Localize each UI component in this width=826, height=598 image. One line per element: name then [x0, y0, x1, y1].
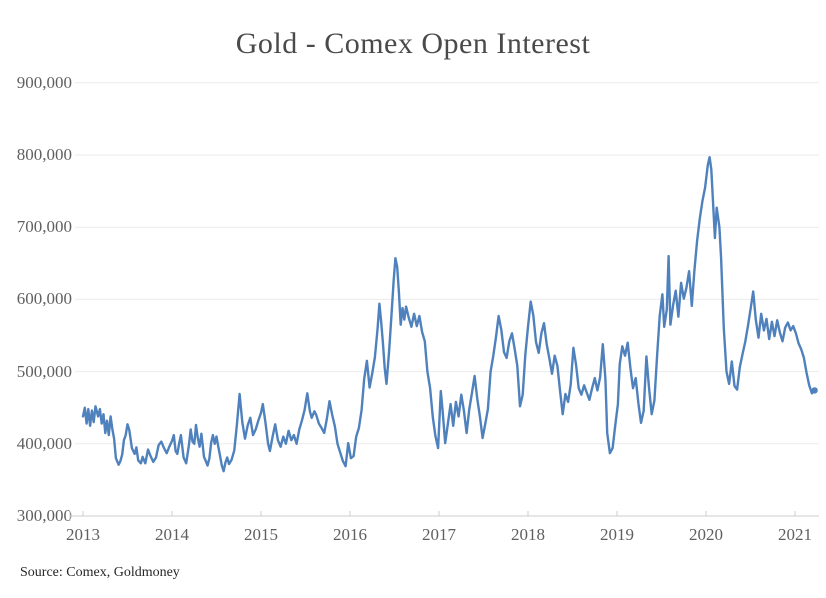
x-tick-label: 2019	[600, 525, 634, 544]
y-tick-label: 600,000	[16, 289, 72, 308]
x-tick-label: 2016	[333, 525, 367, 544]
x-tick-label: 2015	[244, 525, 278, 544]
x-tick-label: 2018	[511, 525, 545, 544]
y-tick-label: 300,000	[16, 506, 72, 525]
x-tick-label: 2017	[422, 525, 456, 544]
y-tick-label: 900,000	[16, 73, 72, 92]
x-tick-label: 2021	[778, 525, 812, 544]
y-tick-label: 400,000	[16, 434, 72, 453]
y-tick-label: 800,000	[16, 145, 72, 164]
last-point-marker	[811, 387, 818, 394]
x-tick-label: 2014	[155, 525, 189, 544]
chart-title: Gold - Comex Open Interest	[235, 27, 591, 60]
y-tick-label: 500,000	[16, 362, 72, 381]
y-tick-label: 700,000	[16, 217, 72, 236]
open-interest-line	[81, 155, 816, 473]
x-tick-label: 2020	[689, 525, 723, 544]
source-note: Source: Comex, Goldmoney	[20, 565, 180, 580]
x-tick-label: 2013	[66, 525, 100, 544]
